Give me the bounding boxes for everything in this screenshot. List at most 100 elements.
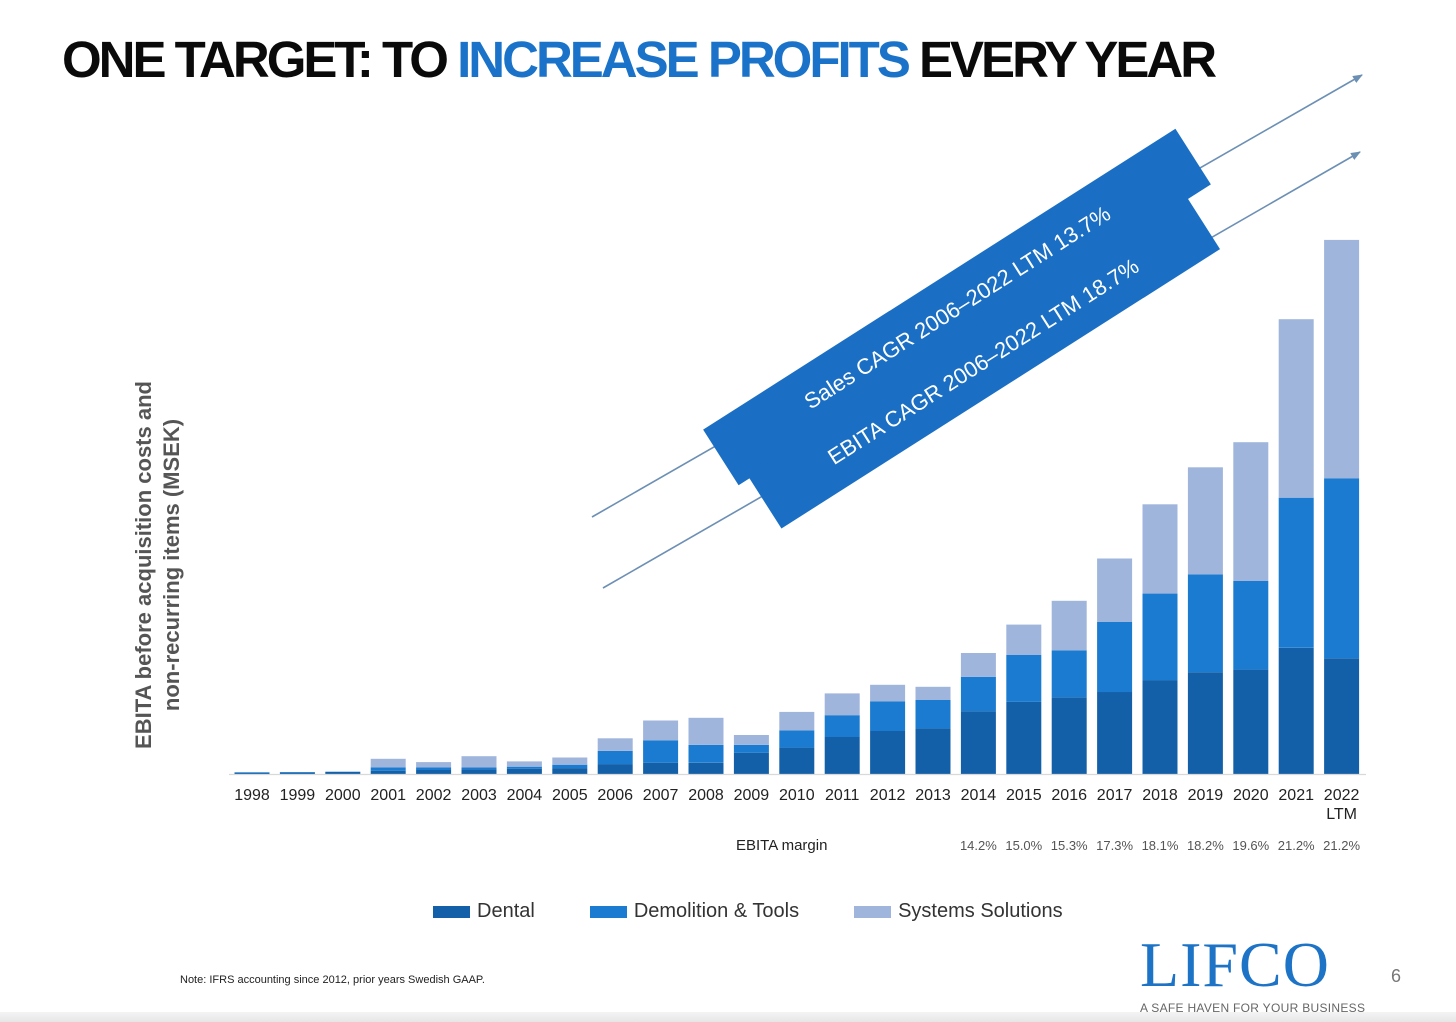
bar-systems-solutions-2012 [870, 684, 906, 702]
x-tick-label-2019: 2019 [1188, 787, 1224, 804]
legend-item-dental: Dental [433, 900, 535, 923]
ebita-margin-value-2021: 21.2% [1278, 838, 1315, 853]
x-tick-label-2006: 2006 [597, 787, 633, 804]
x-tick-label-2020: 2020 [1233, 787, 1269, 804]
bar-demolition-tools-2012 [870, 701, 906, 731]
bar-demolition-tools-2016 [1051, 650, 1087, 698]
bar-systems-solutions-2015 [1006, 624, 1042, 655]
bar-demolition-tools-2005 [552, 764, 588, 768]
bar-demolition-tools-2011 [824, 715, 860, 737]
bar-systems-solutions-2016 [1051, 600, 1087, 651]
bar-demolition-tools-2014 [960, 676, 996, 712]
bar-systems-solutions-2013 [915, 686, 951, 700]
legend-label-systems-solutions: Systems Solutions [898, 900, 1063, 922]
bar-demolition-tools-2003 [461, 767, 497, 770]
ebita-margin-value-2016: 15.3% [1051, 838, 1088, 853]
x-tick-label-2016: 2016 [1051, 787, 1087, 804]
x-tick-label-2015: 2015 [1006, 787, 1042, 804]
bar-systems-solutions-2009 [733, 735, 769, 745]
x-tick-label-2010: 2010 [779, 787, 815, 804]
x-tick-label-1999: 1999 [280, 787, 316, 804]
cagr-banner-1: Sales CAGR 2006–2022 LTM 13.7% [703, 128, 1211, 486]
bar-dental-2005 [552, 768, 588, 774]
bar-dental-1999 [279, 772, 315, 774]
page-number: 6 [1391, 966, 1402, 986]
bar-demolition-tools-2002 [416, 767, 452, 770]
x-tick-label-2002: 2002 [416, 787, 452, 804]
bar-demolition-tools-2017 [1097, 622, 1133, 693]
bar-demolition-tools-2022 [1324, 478, 1360, 659]
bar-dental-2009 [733, 752, 769, 774]
bar-dental-2020 [1233, 669, 1269, 774]
ebita-margin-value-2017: 17.3% [1096, 838, 1133, 853]
bar-systems-solutions-2005 [552, 757, 588, 765]
bar-systems-solutions-2017 [1097, 558, 1133, 622]
x-tick-label-2007: 2007 [643, 787, 679, 804]
x-tick-label-2009: 2009 [734, 787, 770, 804]
bar-systems-solutions-2010 [779, 711, 815, 731]
legend-swatch-systems-solutions [854, 905, 892, 918]
bar-dental-2006 [597, 764, 633, 774]
bar-demolition-tools-2019 [1187, 574, 1223, 673]
x-tick-label-2022: 2022 LTM [1324, 787, 1360, 823]
bar-demolition-tools-2013 [915, 700, 951, 729]
bar-dental-2004 [506, 768, 542, 774]
bar-dental-2011 [824, 737, 860, 774]
bar-systems-solutions-2004 [506, 761, 542, 767]
x-tick-label-2018: 2018 [1142, 787, 1178, 804]
x-tick-label-2003: 2003 [461, 787, 497, 804]
bar-dental-2022 [1324, 658, 1360, 774]
bar-demolition-tools-2020 [1233, 581, 1269, 670]
bar-dental-2018 [1142, 680, 1178, 774]
bar-dental-2000 [325, 772, 361, 774]
ebita-margin-value-2022: 21.2% [1323, 838, 1360, 853]
lifco-logo: LIFCO [1140, 929, 1330, 1000]
bar-demolition-tools-2010 [779, 730, 815, 748]
title-highlight: INCREASE PROFITS [457, 31, 911, 88]
x-tick-label-2014: 2014 [961, 787, 997, 804]
bar-demolition-tools-2018 [1142, 593, 1178, 681]
bar-demolition-tools-2007 [643, 740, 679, 763]
legend-label-dental: Dental [477, 900, 535, 922]
bar-systems-solutions-2020 [1233, 442, 1269, 581]
bar-dental-2015 [1006, 702, 1042, 774]
page-title: ONE TARGET: TO INCREASE PROFITS EVERY YE… [62, 30, 1217, 89]
bar-systems-solutions-2003 [461, 756, 497, 768]
x-tick-label-2004: 2004 [507, 787, 543, 804]
bar-dental-2014 [960, 711, 996, 774]
bar-systems-solutions-2008 [688, 717, 724, 745]
bar-dental-2003 [461, 769, 497, 774]
bar-demolition-tools-2004 [506, 766, 542, 769]
bar-demolition-tools-2001 [370, 767, 406, 771]
legend-item-systems-solutions: Systems Solutions [854, 900, 1063, 923]
legend-label-demolition-tools: Demolition & Tools [633, 900, 800, 922]
bar-systems-solutions-2001 [370, 758, 406, 768]
bar-dental-2002 [416, 770, 452, 774]
x-tick-label-2008: 2008 [688, 787, 724, 804]
ebita-margin-value-2018: 18.1% [1142, 838, 1179, 853]
bar-dental-2017 [1097, 692, 1133, 774]
bar-demolition-tools-2015 [1006, 655, 1042, 702]
ebita-margin-value-2019: 18.2% [1187, 838, 1224, 853]
title-part-1: ONE TARGET: TO [62, 31, 458, 88]
bar-demolition-tools-1999 [279, 772, 315, 773]
bar-systems-solutions-2018 [1142, 504, 1178, 594]
legend-swatch-dental [433, 905, 470, 918]
bar-systems-solutions-2006 [597, 738, 633, 751]
cagr-banner-box-2 [745, 193, 1221, 529]
legend-item-demolition-tools: Demolition & Tools [589, 900, 800, 923]
cagr-banner-box-1 [703, 128, 1211, 486]
x-tick-label-2021: 2021 [1278, 787, 1314, 804]
bar-dental-2001 [370, 770, 406, 774]
ebita-margin-value-2014: 14.2% [960, 838, 997, 853]
bar-dental-2008 [688, 762, 724, 774]
x-tick-label-2017: 2017 [1097, 787, 1133, 804]
bar-systems-solutions-2014 [960, 653, 996, 677]
x-tick-label-2013: 2013 [915, 787, 951, 804]
bar-systems-solutions-2002 [416, 762, 452, 768]
legend-swatch-demolition-tools [589, 905, 627, 918]
bar-dental-2012 [870, 731, 906, 774]
bar-demolition-tools-2021 [1278, 497, 1314, 648]
logo-tagline: A SAFE HAVEN FOR YOUR BUSINESS [1140, 1001, 1366, 1015]
